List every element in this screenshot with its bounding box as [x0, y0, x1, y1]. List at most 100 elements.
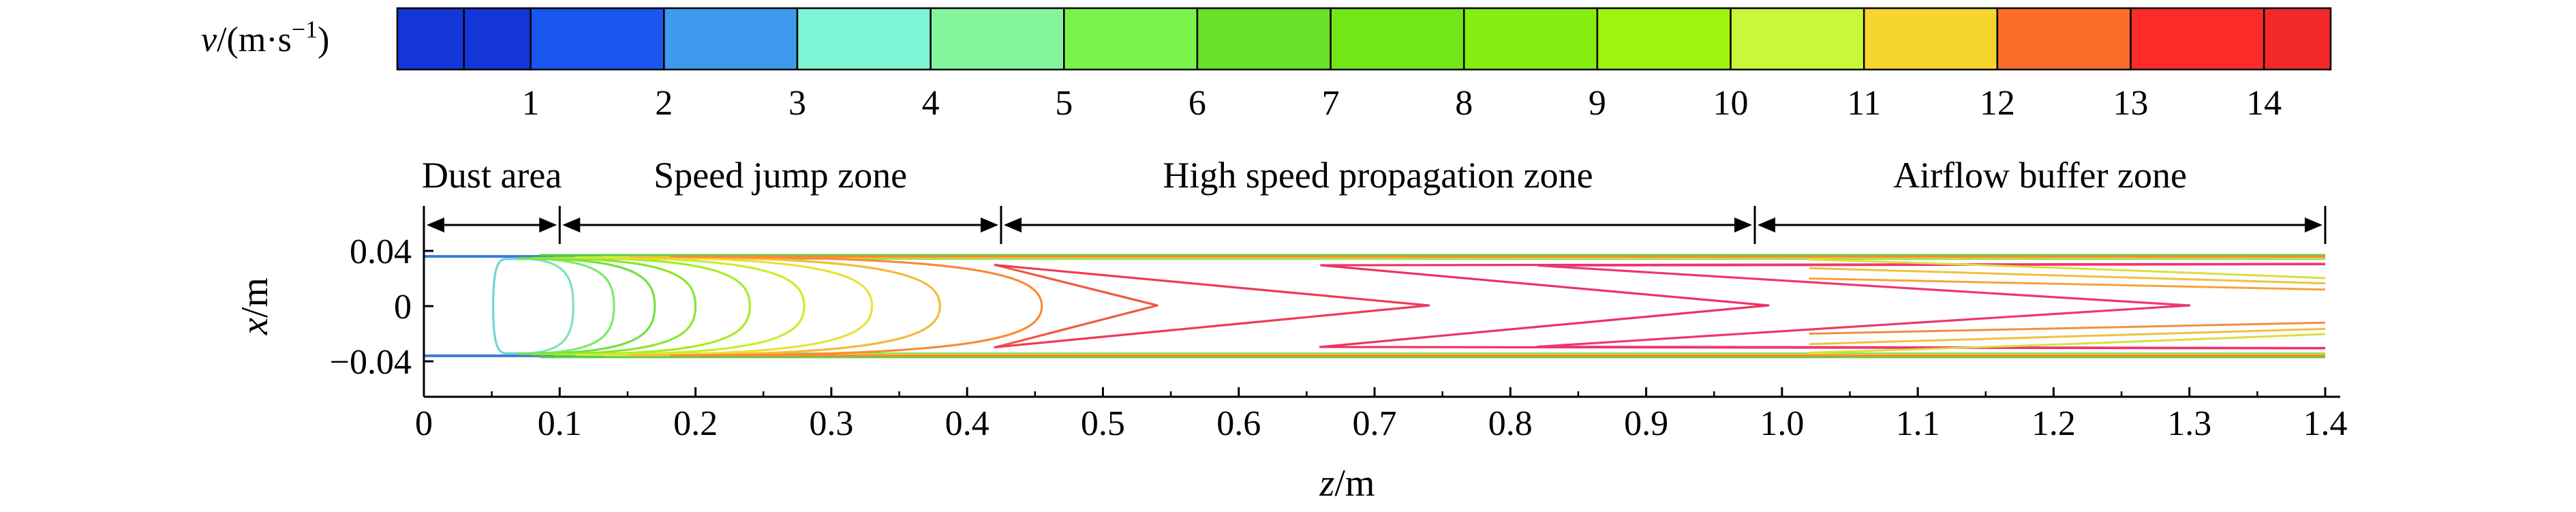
contour-line: [517, 257, 2325, 355]
velocity-contours: [492, 255, 2326, 357]
x-tick-label: 0.2: [673, 404, 718, 443]
contour-line: [574, 256, 2325, 357]
colorbar-bin: [930, 7, 1065, 71]
colorbar-bin: [1462, 7, 1599, 71]
colorbar-tick-label: 5: [1055, 84, 1073, 123]
contour-line: [994, 263, 1159, 349]
colorbar-bin: [796, 7, 932, 71]
colorbar-tick-label: 9: [1589, 84, 1606, 123]
colorbar-tick-label: 6: [1189, 84, 1206, 123]
colorbar: 1 2 3 4 5 6 7 8 9 10 11 12 13 14 v/(m·s−1): [201, 7, 2332, 123]
x-tick-label: 0.8: [1488, 404, 1533, 443]
colorbar-bin: [2130, 7, 2265, 71]
x-tick-label: 0.7: [1353, 404, 1397, 443]
colorbar-bins: [396, 7, 2332, 71]
y-tick-label: 0.04: [350, 232, 412, 271]
x-tick-label: 1.3: [2167, 404, 2211, 443]
zone-label: Airflow buffer zone: [1893, 155, 2187, 196]
y-axis-ticks: 0.04 0 −0.04: [330, 232, 433, 382]
zone-arrowhead-left: [1003, 217, 1022, 232]
colorbar-tick-label: 13: [2113, 84, 2149, 123]
colorbar-tick-label: 2: [655, 84, 673, 123]
contour-line: [492, 258, 560, 355]
contour-line: [1809, 333, 2326, 354]
x-tick-label: 0: [415, 404, 433, 443]
colorbar-tick-label: 7: [1322, 84, 1340, 123]
contour-line: [1809, 267, 2326, 285]
colorbar-bin: [1063, 7, 1199, 71]
x-tick-label: 1.4: [2303, 404, 2348, 443]
x-tick-label: 0.4: [945, 404, 990, 443]
contour-line: [602, 256, 2325, 357]
zone-label: Dust area: [422, 155, 562, 196]
colorbar-bin: [1862, 7, 1999, 71]
zone-arrowhead-right: [980, 217, 998, 232]
plot-area: 0 0.1 0.2 0.3 0.4 0.5 0.6 0.7 0.8 0.9 1.0 1.1 1.2 1.3…: [234, 232, 2348, 505]
colorbar-label-var: v: [201, 20, 217, 59]
colorbar-tick-label: 12: [1980, 84, 2015, 123]
x-tick-label: 0.5: [1081, 404, 1125, 443]
axes: [423, 241, 2340, 398]
contour-line: [1809, 327, 2326, 346]
colorbar-tick-labels: 1 2 3 4 5 6 7 8 9 10 11 12 13 14: [522, 84, 2282, 123]
zone-arrowhead-right: [2305, 217, 2322, 232]
zone-arrowhead-left: [562, 217, 581, 232]
colorbar-tick-label: 3: [788, 84, 806, 123]
colorbar-tick-label: 8: [1455, 84, 1473, 123]
colorbar-tick-label: 11: [1847, 84, 1881, 123]
contour-line: [1809, 258, 2326, 280]
x-axis-ticks: 0 0.1 0.2 0.3 0.4 0.5 0.6 0.7 0.8 0.9 1.0 1.1 1.2 1.3…: [415, 387, 2348, 443]
x-tick-label: 1.2: [2031, 404, 2076, 443]
zone-arrowhead-left: [427, 217, 444, 232]
contour-line: [1536, 262, 2326, 350]
colorbar-bin: [1330, 7, 1465, 71]
zone-arrowhead-left: [1758, 217, 1775, 232]
x-tick-label: 0.6: [1216, 404, 1261, 443]
colorbar-label-close: ): [318, 20, 329, 59]
x-tick-label: 0.1: [538, 404, 582, 443]
contour-line: [1809, 277, 2326, 291]
colorbar-bin: [1730, 7, 1865, 71]
colorbar-bin: [396, 7, 465, 71]
zone-arrowhead-right: [539, 217, 557, 232]
contour-line: [531, 256, 2325, 356]
colorbar-bin: [1996, 7, 2132, 71]
colorbar-label-exponent: −1: [292, 16, 318, 43]
x-tick-label: 0.3: [809, 404, 853, 443]
contour-line: [670, 255, 2325, 357]
colorbar-bin: [463, 7, 532, 71]
colorbar-bin: [1596, 7, 1732, 71]
zone-label: Speed jump zone: [654, 155, 907, 196]
contour-line: [517, 257, 2325, 355]
contour-line: [1809, 321, 2326, 335]
x-tick-label: 1.0: [1760, 404, 1804, 443]
zone-arrowhead-right: [1734, 217, 1752, 232]
y-tick-label: −0.04: [330, 343, 412, 382]
x-axis-label: z/m: [1319, 462, 1375, 505]
colorbar-bin: [663, 7, 799, 71]
colorbar-label-units: /(m·s: [217, 20, 292, 59]
contour-line: [553, 256, 2325, 356]
contour-line: [994, 264, 1430, 348]
colorbar-label: v/(m·s−1): [201, 16, 330, 59]
x-axis-label-var: z: [1319, 462, 1335, 505]
colorbar-bin: [2263, 7, 2332, 71]
colorbar-tick-label: 10: [1713, 84, 1749, 123]
x-tick-label: 1.1: [1896, 404, 1940, 443]
y-tick-label: 0: [394, 288, 412, 327]
colorbar-bin: [530, 7, 665, 71]
x-axis-label-units: /m: [1334, 462, 1375, 505]
colorbar-tick-label: 14: [2246, 84, 2282, 123]
x-tick-label: 0.9: [1624, 404, 1668, 443]
colorbar-tick-label: 1: [522, 84, 540, 123]
contour-line: [517, 257, 2325, 355]
y-axis-label-units: /m: [234, 277, 276, 318]
zone-annotations: Dust area Speed jump zone High speed propa…: [422, 155, 2327, 244]
colorbar-bin: [1196, 7, 1332, 71]
colorbar-tick-label: 4: [922, 84, 940, 123]
contour-line: [629, 256, 2325, 357]
zone-label: High speed propagation zone: [1163, 155, 1593, 196]
y-axis-label-var: x: [234, 318, 276, 335]
y-axis-label: x/m: [234, 277, 276, 335]
